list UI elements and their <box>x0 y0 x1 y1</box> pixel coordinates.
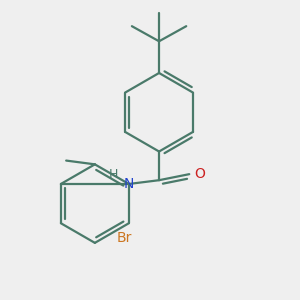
Text: O: O <box>194 167 205 181</box>
Text: Br: Br <box>117 231 132 245</box>
Text: N: N <box>124 177 134 191</box>
Text: H: H <box>109 168 119 181</box>
